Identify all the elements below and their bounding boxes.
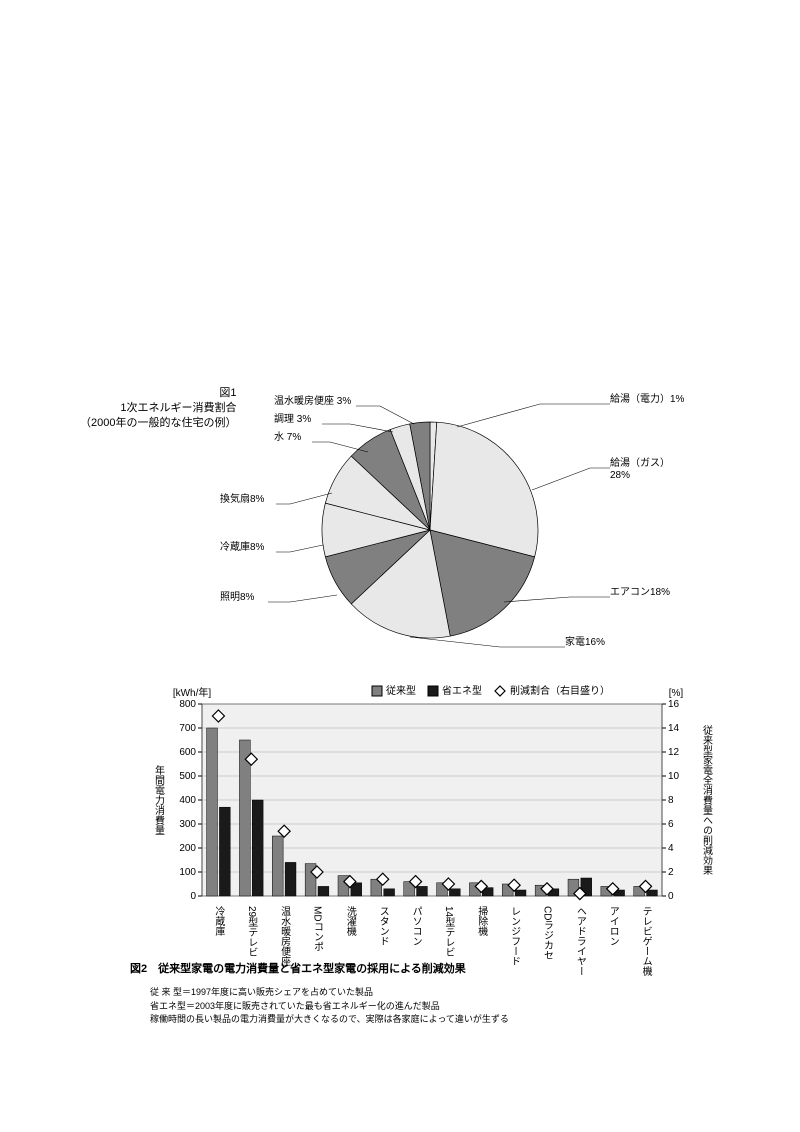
pie-label-1: 28% [610, 470, 630, 481]
bar-energysaving-13 [647, 890, 658, 896]
note-line-3: 稼働時間の長い製品の電力消費量が大きくなるので、実際は各家庭によって違いが生ずる [150, 1013, 509, 1027]
fig1-title-line1: 図1 [80, 386, 236, 401]
pie-label-7: 水 7% [274, 431, 301, 443]
right-unit: [%] [669, 688, 684, 699]
note-line-2: 省エネ型＝2003年度に販売されていた最も省エネルギー化の進んだ製品 [150, 1000, 509, 1014]
pie-label-0: 給湯（電力）1% [610, 392, 685, 405]
content-area: 図1 1次エネルギー消費割合 （2000年の一般的な住宅の例） 給湯（電力）1%… [100, 390, 720, 1020]
ytick-right: 16 [668, 699, 680, 710]
ytick-right: 2 [668, 867, 674, 878]
ytick-left: 200 [179, 843, 196, 854]
pie-leader-6 [276, 493, 332, 504]
pie-label-6: 換気扇8% [220, 492, 265, 505]
category-label-3: MDコンポ [312, 906, 324, 952]
legend-diamond [495, 686, 505, 696]
ytick-right: 4 [668, 843, 674, 854]
ytick-right: 12 [668, 747, 680, 758]
ytick-left: 800 [179, 699, 196, 710]
bar-energysaving-7 [449, 889, 460, 896]
category-label-7: 14型テレビ [443, 906, 455, 957]
pie-leader-0 [457, 404, 610, 427]
bar-energysaving-6 [417, 886, 428, 896]
fig1-title: 図1 1次エネルギー消費割合 （2000年の一般的な住宅の例） [80, 386, 236, 431]
right-axis-label: 従来型家電全消費量への削減効果 [701, 724, 713, 876]
bar-conventional-0 [207, 728, 218, 896]
category-label-9: レンジフード [509, 906, 520, 966]
bar-energysaving-2 [285, 862, 296, 896]
category-label-12: アイロン [607, 906, 619, 946]
bar-energysaving-5 [384, 889, 395, 896]
category-label-1: 29型テレビ [246, 906, 258, 957]
category-label-11: ヘアドライヤー [574, 906, 586, 976]
pie-leader-9 [356, 406, 414, 424]
pie-leader-5 [276, 545, 323, 552]
bar-energysaving-9 [515, 890, 526, 896]
legend-label-2: 省エネ型 [442, 684, 482, 697]
category-label-5: スタンド [377, 906, 389, 946]
pie-leader-8 [322, 424, 393, 432]
ytick-left: 100 [179, 867, 196, 878]
ytick-left: 600 [179, 747, 196, 758]
ytick-left: 400 [179, 795, 196, 806]
ytick-left: 300 [179, 819, 196, 830]
pie-leader-3 [410, 637, 565, 647]
left-axis-label: 年間電力消費量 [153, 764, 165, 835]
pie-label-2: エアコン18% [610, 587, 670, 598]
category-label-8: 掃除機 [476, 905, 488, 937]
legend-label-1: 従来型 [386, 684, 416, 697]
ytick-right: 10 [668, 771, 680, 782]
category-label-0: 冷蔵庫 [213, 905, 225, 937]
fig1-svg: 給湯（電力）1% 給湯（ガス）28% エアコン18% 家電16% 照明8% 冷蔵庫8% 換気… [100, 390, 720, 680]
ytick-left: 700 [179, 723, 196, 734]
ytick-right: 0 [668, 891, 674, 902]
pie-leader-1 [532, 468, 610, 490]
fig1-title-line2: 1次エネルギー消費割合 [80, 401, 236, 416]
category-label-10: CDラジカセ [542, 906, 554, 960]
fig1-pie-chart: 図1 1次エネルギー消費割合 （2000年の一般的な住宅の例） 給湯（電力）1%… [100, 390, 720, 680]
fig1-title-line3: （2000年の一般的な住宅の例） [80, 416, 236, 431]
pie-label-5: 冷蔵庫8% [220, 540, 265, 553]
category-label-13: テレビゲーム機 [640, 906, 652, 977]
pie-label-1: 給湯（ガス） [610, 456, 670, 469]
ytick-left: 500 [179, 771, 196, 782]
category-label-4: 洗濯機 [344, 906, 356, 937]
bar-conventional-2 [272, 836, 283, 896]
ytick-left: 0 [190, 891, 196, 902]
category-label-2: 温水暖房便座 [279, 906, 291, 966]
pie-label-8: 調理 3% [274, 412, 311, 425]
category-label-6: パソコン [410, 906, 422, 946]
legend-box-2 [428, 686, 438, 696]
page: 図1 1次エネルギー消費割合 （2000年の一般的な住宅の例） 給湯（電力）1%… [0, 0, 800, 1132]
pie-leader-4 [268, 595, 337, 602]
bar-energysaving-0 [219, 807, 230, 896]
ytick-right: 8 [668, 795, 674, 806]
ytick-right: 6 [668, 819, 674, 830]
bar-energysaving-1 [252, 800, 263, 896]
pie-leader-2 [504, 597, 610, 602]
pie-label-9: 温水暖房便座 3% [274, 394, 351, 407]
fig2-notes: 従 来 型＝1997年度に高い販売シェアを占めていた製品 省エネ型＝2003年度… [150, 986, 509, 1027]
legend-label-3: 削減割合（右目盛り） [510, 684, 610, 697]
bar-energysaving-3 [318, 886, 329, 896]
ytick-right: 14 [668, 723, 680, 734]
pie-label-3: 家電16% [565, 635, 605, 648]
fig2-caption: 図2 従来型家電の電力消費量と省エネ型家電の採用による削減効果 [130, 960, 466, 976]
left-unit: [kWh/年] [173, 686, 212, 699]
note-line-1: 従 来 型＝1997年度に高い販売シェアを占めていた製品 [150, 986, 509, 1000]
pie-label-4: 照明8% [220, 591, 255, 603]
legend-box-1 [372, 686, 382, 696]
